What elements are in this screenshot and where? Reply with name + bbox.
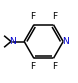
Text: N: N bbox=[9, 37, 16, 46]
Text: F: F bbox=[31, 12, 36, 21]
Text: F: F bbox=[52, 12, 57, 21]
Text: F: F bbox=[52, 62, 57, 71]
Text: N: N bbox=[63, 37, 69, 46]
Text: F: F bbox=[31, 62, 36, 71]
